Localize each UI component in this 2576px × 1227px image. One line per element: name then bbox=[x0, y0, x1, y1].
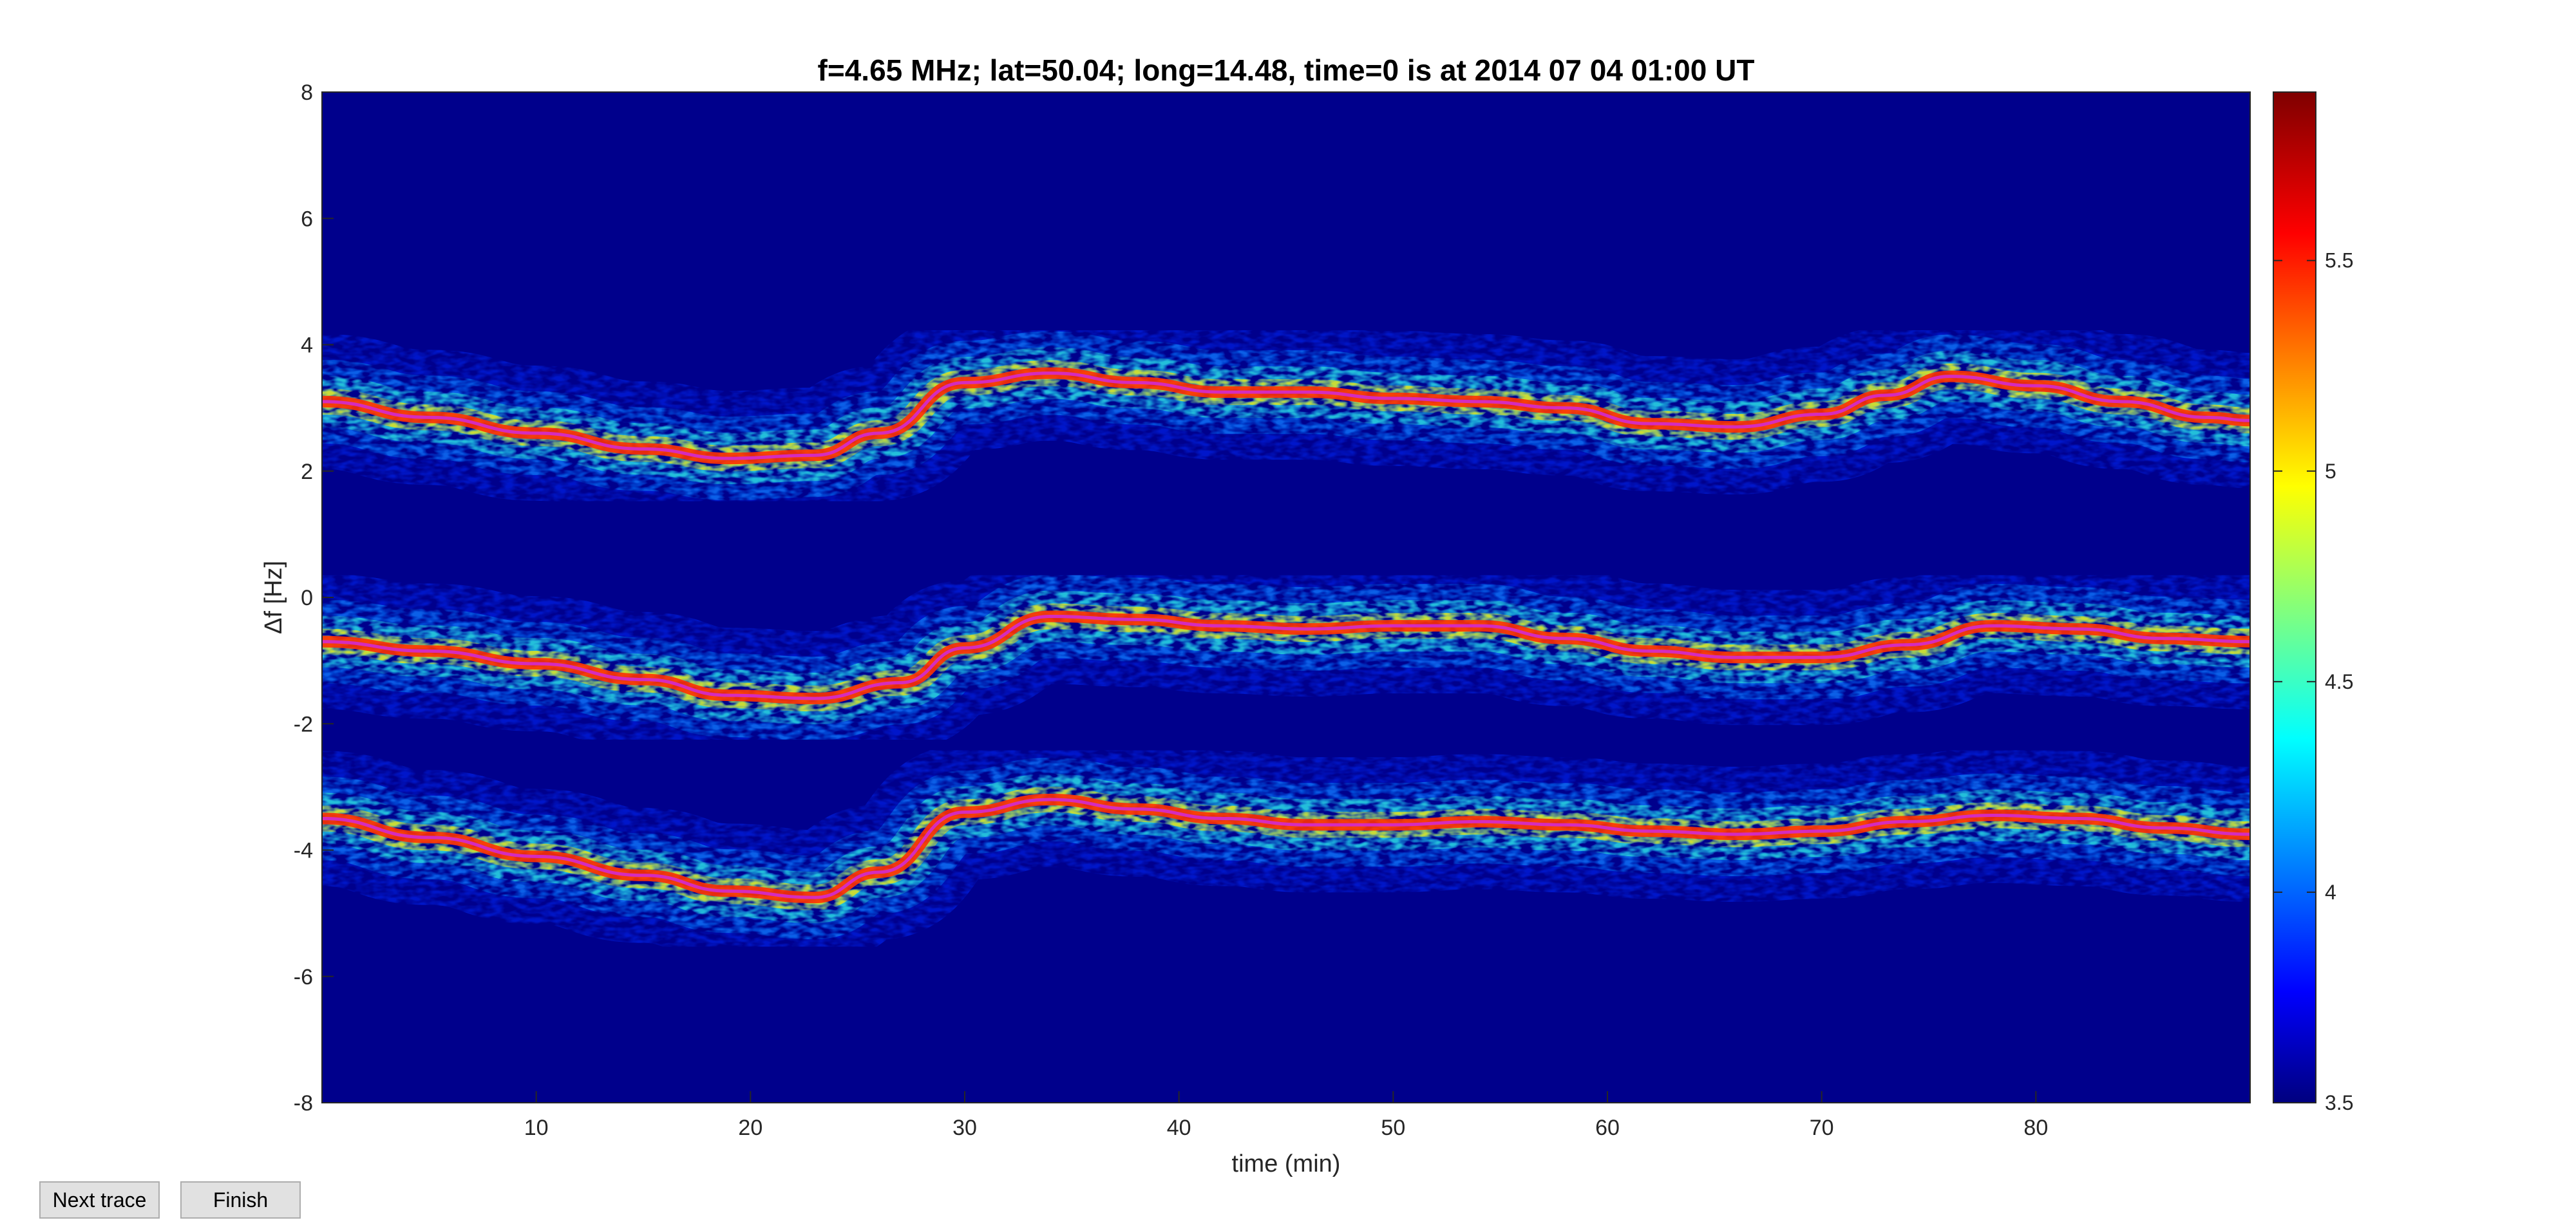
x-tick-label: 70 bbox=[1810, 1116, 1834, 1140]
y-tick-label: -4 bbox=[294, 839, 313, 863]
next-trace-button[interactable]: Next trace bbox=[39, 1181, 160, 1219]
y-tick-label: 2 bbox=[301, 460, 313, 484]
trace-line bbox=[322, 798, 2250, 899]
trace-band-upper bbox=[322, 305, 2250, 527]
colorbar-ticks: 3.5 4 4.5 5 5.5 bbox=[2273, 249, 2353, 1114]
x-tick-label: 60 bbox=[1595, 1116, 1620, 1140]
x-tick-label: 80 bbox=[2023, 1116, 2048, 1140]
colorbar-tick-label: 5.5 bbox=[2325, 249, 2353, 272]
colorbar bbox=[2273, 91, 2316, 1103]
colorbar-tick-label: 3.5 bbox=[2325, 1091, 2353, 1114]
y-tick-label: -6 bbox=[294, 965, 313, 989]
y-axis-label: Δf [Hz] bbox=[260, 561, 287, 634]
chart-title: f=4.65 MHz; lat=50.04; long=14.48, time=… bbox=[818, 53, 1755, 87]
trace-line bbox=[322, 371, 2250, 460]
colorbar-tick-label: 4 bbox=[2325, 881, 2336, 904]
y-tick-label: -8 bbox=[294, 1091, 313, 1116]
x-tick-label: 40 bbox=[1167, 1116, 1191, 1140]
y-tick-label: 4 bbox=[301, 333, 313, 358]
y-tick-label: -2 bbox=[294, 712, 313, 736]
finish-button[interactable]: Finish bbox=[180, 1181, 301, 1219]
colorbar-tick-label: 5 bbox=[2325, 460, 2336, 483]
x-tick-label: 10 bbox=[524, 1116, 549, 1140]
y-axis: -8 -6 -4 -2 0 2 4 6 8 bbox=[294, 80, 334, 1116]
trace-layer bbox=[322, 305, 2250, 966]
x-tick-label: 20 bbox=[738, 1116, 762, 1140]
y-tick-label: 0 bbox=[301, 586, 313, 610]
colorbar-tick-label: 4.5 bbox=[2325, 670, 2353, 693]
x-tick-label: 50 bbox=[1381, 1116, 1405, 1140]
trace-line bbox=[322, 614, 2250, 700]
x-axis-label: time (min) bbox=[1232, 1150, 1341, 1177]
y-tick-label: 6 bbox=[301, 207, 313, 231]
x-axis: 10 20 30 40 50 60 70 80 bbox=[524, 1091, 2048, 1140]
x-tick-label: 30 bbox=[952, 1116, 977, 1140]
trace-band-lower bbox=[322, 732, 2250, 966]
trace-band-middle bbox=[322, 548, 2250, 766]
y-tick-label: 8 bbox=[301, 80, 313, 105]
